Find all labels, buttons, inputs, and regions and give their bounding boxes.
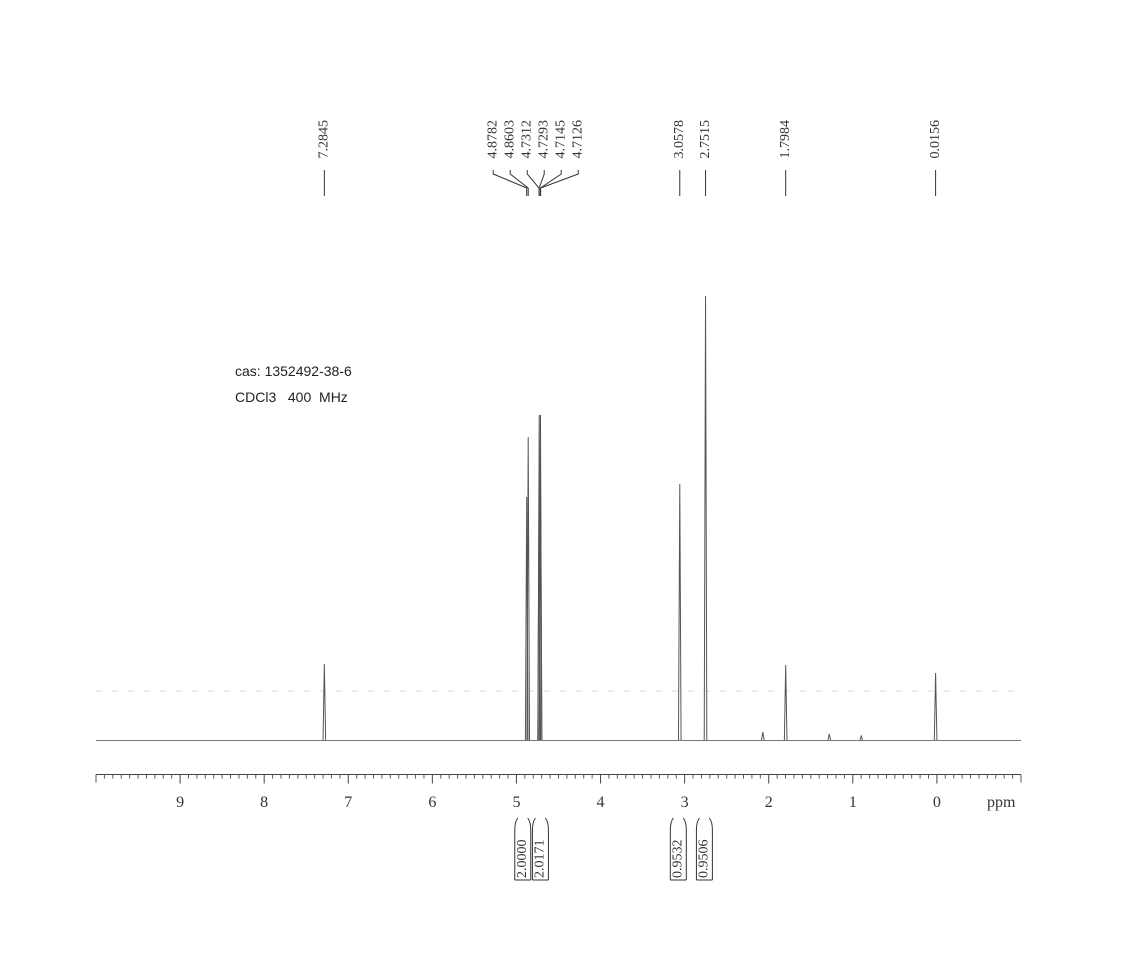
peak-label-leader	[540, 170, 579, 196]
peak	[322, 663, 327, 741]
peak-label: 1.7984	[778, 120, 793, 159]
x-tick-label: 4	[597, 794, 605, 811]
integral-label: 2.0171	[533, 840, 548, 879]
peak-label-leader	[538, 170, 545, 196]
x-tick-label: 1	[849, 794, 857, 811]
annotation: CDCl3 400 MHz	[235, 389, 348, 405]
integral-bracket	[669, 817, 687, 881]
x-axis-label: ppm	[987, 794, 1016, 811]
peak-label: 4.7145	[553, 120, 568, 159]
peak	[538, 495, 543, 741]
peak-label-leader	[492, 170, 528, 196]
peak-label-leader	[509, 170, 529, 196]
integral-label: 2.0000	[515, 840, 530, 879]
peak	[677, 483, 682, 741]
peak-label: 2.7515	[698, 120, 713, 159]
peak-label: 4.7312	[519, 120, 534, 159]
peak	[933, 672, 938, 741]
integral-bracket	[695, 817, 713, 881]
peak-label: 4.8782	[485, 120, 500, 159]
peak-label: 4.8603	[502, 120, 517, 159]
peak	[526, 436, 531, 741]
x-tick-label: 2	[765, 794, 773, 811]
x-tick-label: 3	[681, 794, 689, 811]
peak-label: 3.0578	[672, 120, 687, 159]
peak	[859, 734, 864, 741]
x-tick-label: 7	[344, 794, 352, 811]
peak-label: 4.7293	[536, 120, 551, 159]
peak	[761, 731, 765, 741]
peak-label: 0.0156	[928, 120, 943, 159]
peak	[703, 295, 708, 741]
integral-label: 0.9506	[697, 840, 712, 879]
peak	[783, 664, 788, 741]
x-tick-label: 9	[176, 794, 184, 811]
peak	[827, 733, 832, 741]
integral-bracket	[531, 817, 549, 881]
integral-label: 0.9532	[671, 840, 686, 879]
peak-label: 4.7126	[570, 120, 585, 159]
x-tick-label: 5	[512, 794, 520, 811]
x-tick-label: 6	[428, 794, 436, 811]
x-tick-label: 0	[933, 794, 941, 811]
x-tick-label: 8	[260, 794, 268, 811]
annotation: cas: 1352492-38-6	[235, 363, 352, 379]
integral-bracket	[514, 817, 532, 881]
peak-label: 7.2845	[317, 120, 332, 159]
